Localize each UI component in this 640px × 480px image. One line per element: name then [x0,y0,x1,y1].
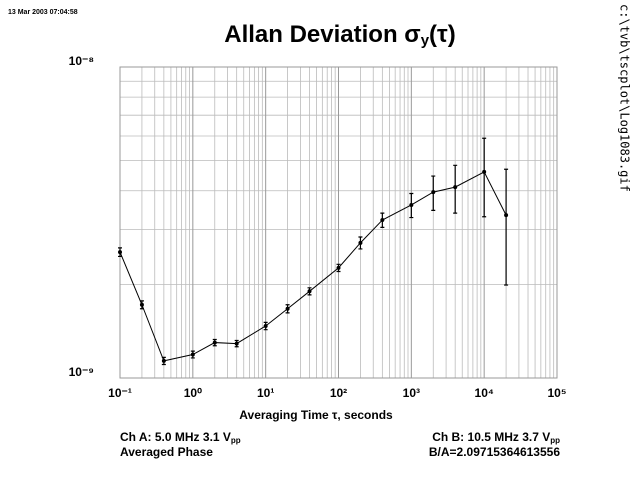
point [504,213,509,218]
note-sub: pp [550,436,560,445]
point [453,185,458,190]
point [482,169,487,174]
error-bar [482,137,487,218]
x-tick-label: 10³ [403,386,420,400]
note: Ch B: 10.5 MHz 3.7 Vpp [432,430,560,445]
point [190,352,195,357]
point [118,250,122,255]
point [307,289,312,294]
point [431,190,436,195]
error-bar [453,164,458,214]
point [161,358,166,363]
note: Averaged Phase [120,445,213,459]
point [234,341,239,346]
title-tail: (τ) [429,21,456,48]
y-tick-label: 10⁻⁹ [69,365,94,379]
point [358,240,363,245]
point [263,323,268,328]
note-text: Ch B: 10.5 MHz 3.7 V [432,430,550,444]
timestamp: 13 Mar 2003 07:04:58 [8,9,78,16]
point [380,218,385,223]
note-text: Ch A: 5.0 MHz 3.1 V [120,430,231,444]
filename: c:\tvb\tscplot\Log1083.gif [618,4,632,192]
point [409,202,414,207]
x-axis-label: Averaging Time τ, seconds [239,408,393,422]
point [285,306,290,311]
x-tick-label: 10⁴ [475,386,494,400]
x-tick-label: 10⁻¹ [108,386,132,400]
title-text: Allan Deviation σ [224,21,420,48]
note-sub: pp [231,436,241,445]
series-line [119,171,507,362]
note: B/A=2.09715364613556 [429,445,560,459]
y-tick-label: 10⁻⁸ [69,54,94,68]
error-bar [504,168,509,286]
point [336,265,341,270]
point [139,302,144,307]
x-tick-label: 10² [330,386,347,400]
note: Ch A: 5.0 MHz 3.1 Vpp [120,430,241,445]
x-tick-label: 10¹ [257,386,274,400]
plot-frame [119,66,558,379]
x-tick-label: 10⁰ [184,386,202,400]
point [212,340,217,345]
chart-title: Allan Deviation σy(τ) [224,21,456,49]
title-sub: y [421,32,430,49]
x-tick-label: 10⁵ [548,386,567,400]
